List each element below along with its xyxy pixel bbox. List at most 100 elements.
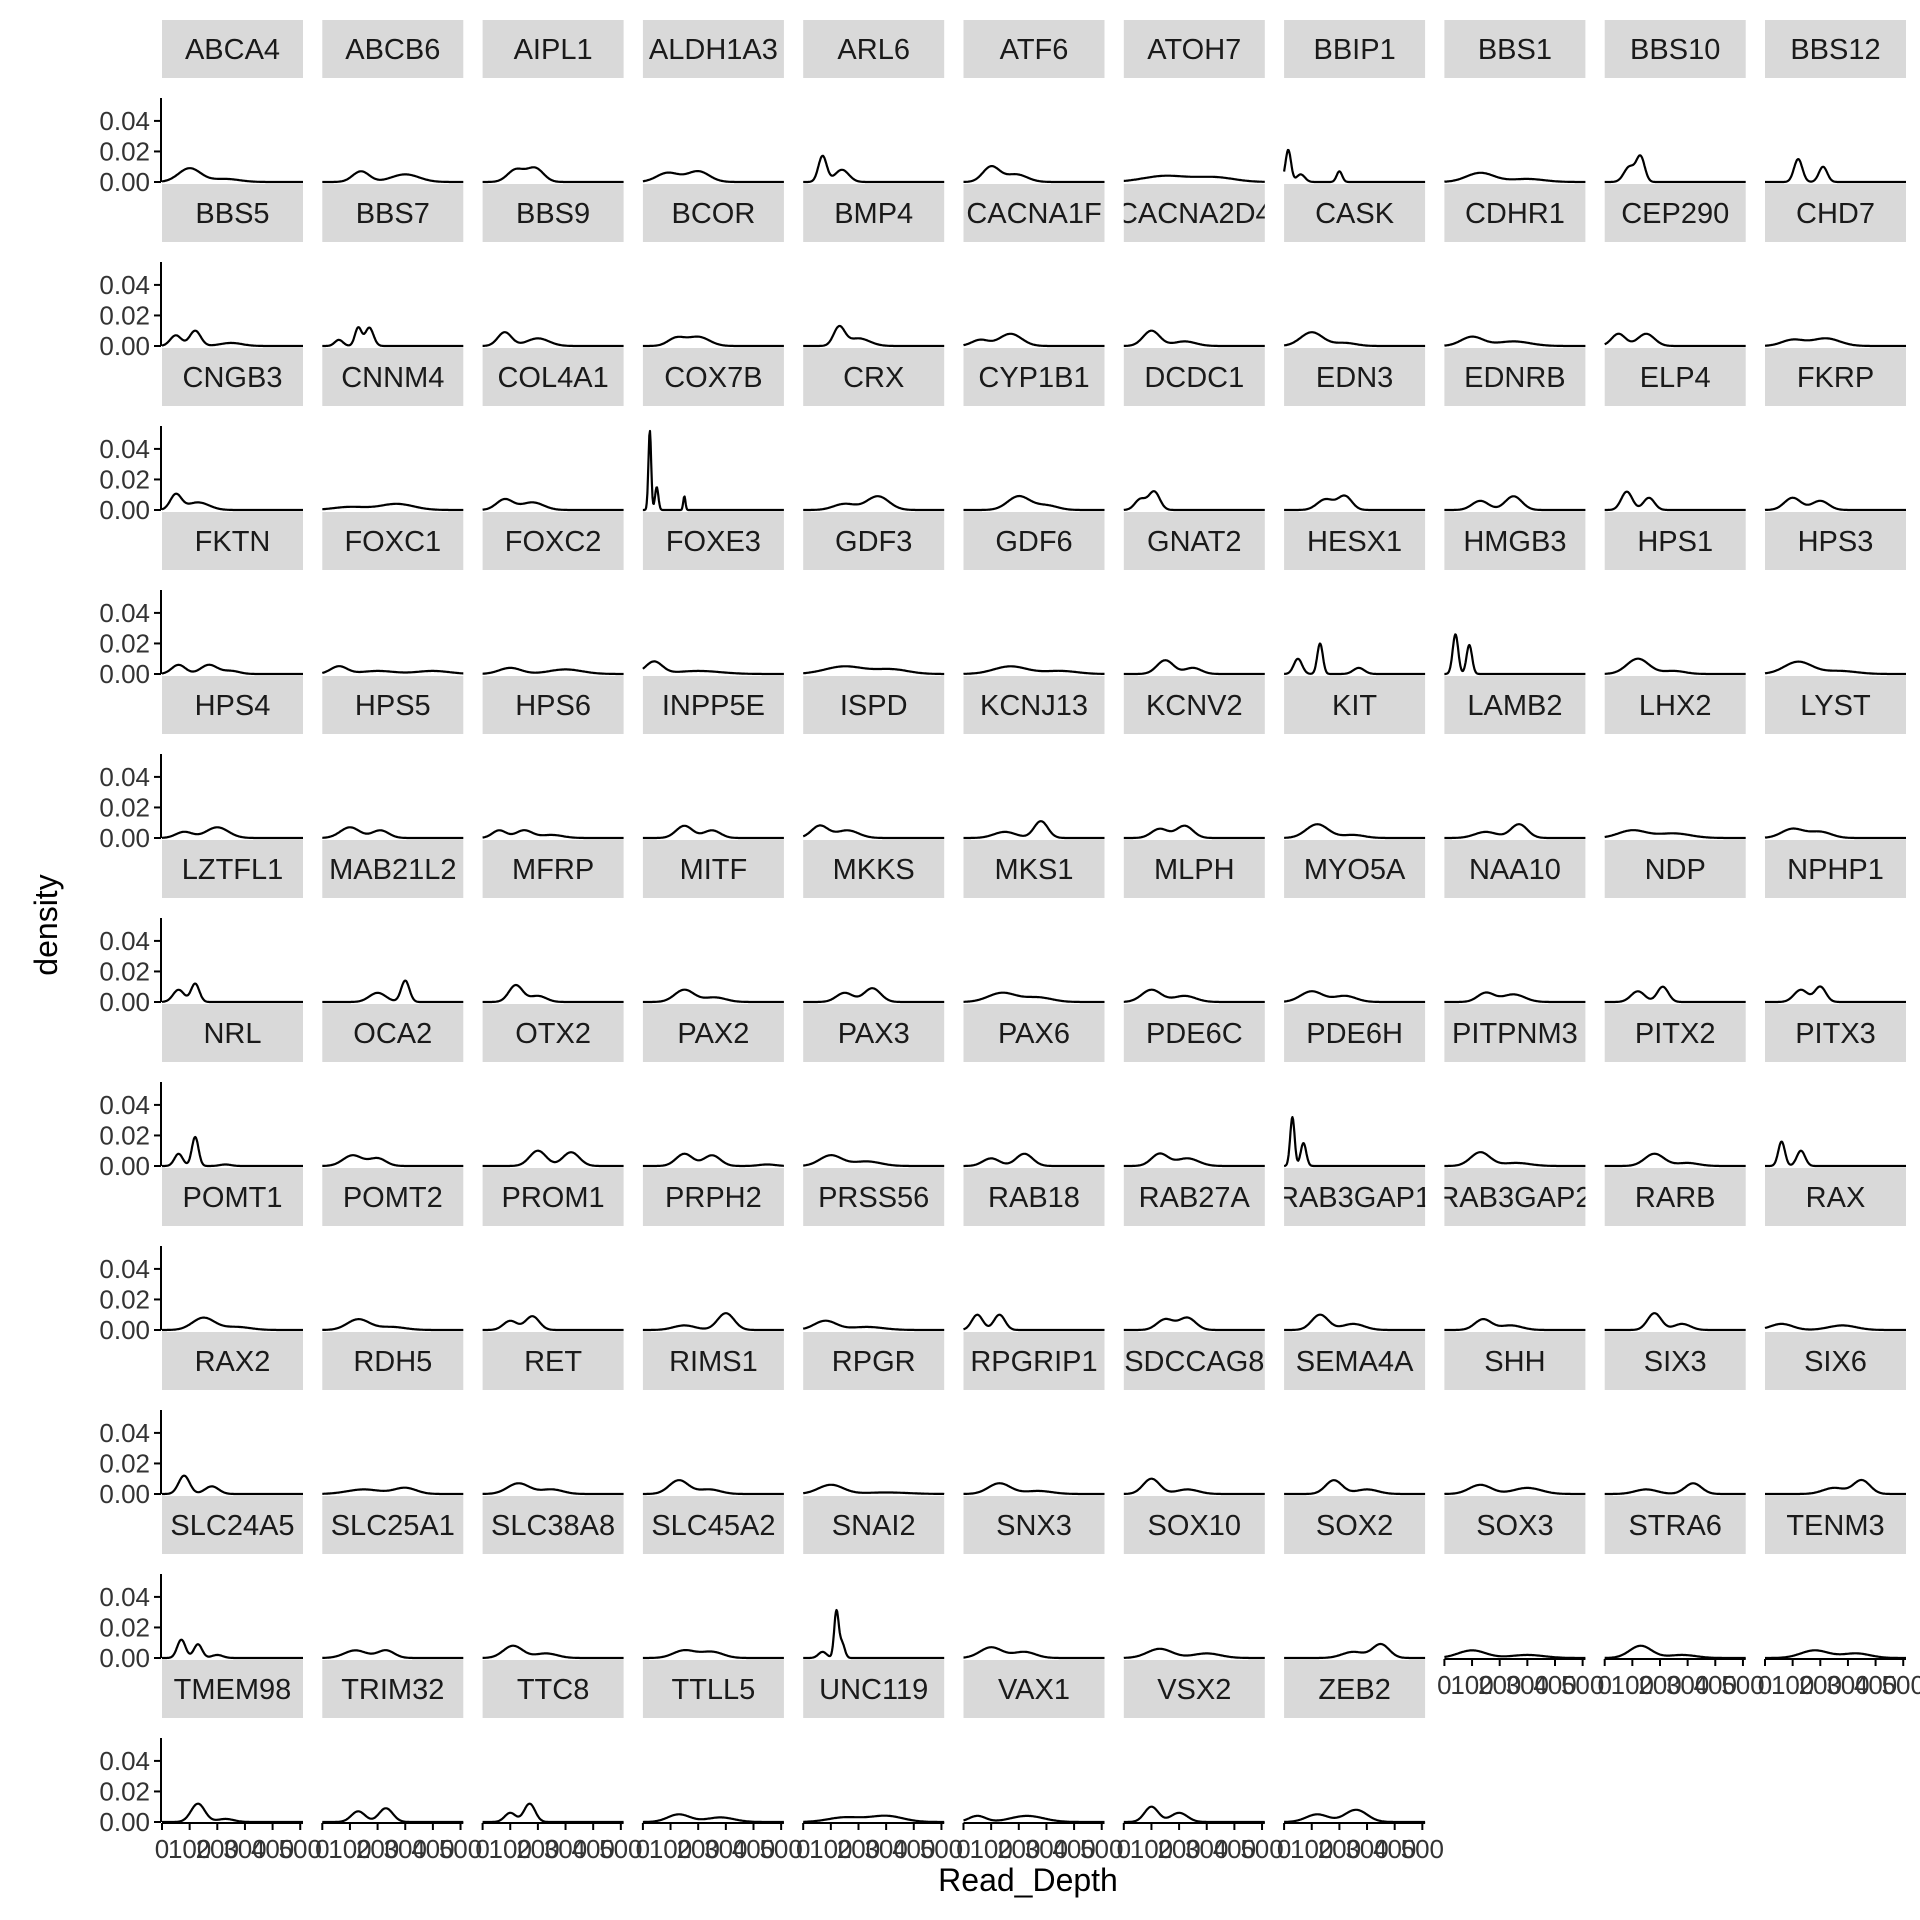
facet-label: BBS5 xyxy=(195,198,269,230)
facet-label: BBS12 xyxy=(1790,34,1880,66)
facet-strip xyxy=(803,1496,945,1554)
facet-strip xyxy=(642,676,784,734)
density-line xyxy=(1764,985,1907,1004)
facet-strip xyxy=(1284,1660,1426,1718)
facet-panel: LYST xyxy=(1764,676,1907,840)
y-tick-label: 0.02 xyxy=(99,136,150,166)
density-line xyxy=(161,1474,304,1496)
facet-strip xyxy=(1123,1496,1265,1554)
density-line xyxy=(962,991,1106,1004)
facet-strip xyxy=(1123,184,1265,242)
x-tick-label: 0 xyxy=(636,1834,650,1864)
x-tick-label: 100 xyxy=(1450,1670,1493,1700)
facet-panel: BBS12 xyxy=(1764,20,1907,184)
density-line xyxy=(1283,990,1426,1004)
facet-panel: HESX1 xyxy=(1283,512,1426,676)
facet-label: PAX2 xyxy=(677,1018,749,1050)
density-line xyxy=(161,329,304,348)
y-tick-label: 0.02 xyxy=(99,628,150,658)
x-tick-label: 0 xyxy=(796,1834,810,1864)
y-tick-label: 0.04 xyxy=(99,434,150,464)
facet-panel: SOX10 xyxy=(1123,1496,1266,1660)
facet-strip xyxy=(162,1004,303,1062)
facet-label: PAX6 xyxy=(998,1018,1070,1050)
facet-strip xyxy=(162,348,303,406)
y-tick-label: 0.00 xyxy=(99,495,150,525)
facet-label: COX7B xyxy=(664,362,762,394)
facet-label: MFRP xyxy=(512,854,594,886)
facet-strip xyxy=(963,20,1105,78)
x-tick-label: 500 xyxy=(439,1834,482,1864)
facet-panel: CACNA1F xyxy=(962,184,1106,348)
x-tick-label: 100 xyxy=(328,1834,371,1864)
facet-label: RET xyxy=(524,1346,582,1378)
facet-panel: COX7B xyxy=(642,348,785,512)
facet-panel: SDCCAG8 xyxy=(1123,1332,1266,1496)
density-line xyxy=(802,495,945,512)
facet-label: GNAT2 xyxy=(1147,526,1242,558)
density-line xyxy=(482,666,625,676)
facet-label: ZEB2 xyxy=(1318,1674,1391,1706)
facet-label: PITX2 xyxy=(1635,1018,1716,1050)
facet-panel: RDH5 xyxy=(321,1332,464,1496)
facet-strip xyxy=(1604,840,1746,898)
facet-panel: MFRP xyxy=(482,840,625,1004)
density-line xyxy=(802,154,945,184)
facet-panel: FKRP xyxy=(1764,348,1907,512)
x-tick-label: 100 xyxy=(649,1834,692,1864)
facet-strip xyxy=(1123,1168,1265,1226)
density-line xyxy=(321,1486,464,1496)
x-tick-label: 200 xyxy=(1478,1670,1521,1700)
density-line xyxy=(161,663,304,676)
density-line xyxy=(1764,158,1907,184)
facet-panel: BBS9 xyxy=(482,184,625,348)
facet-panel: RAB3GAP1 xyxy=(1283,1168,1426,1332)
facet-panel: INPP5E xyxy=(642,676,785,840)
facet-label: PDE6H xyxy=(1306,1018,1403,1050)
facet-label: BBS10 xyxy=(1630,34,1720,66)
facet-panel: PDE6H xyxy=(1283,1004,1426,1168)
density-line xyxy=(642,1312,785,1332)
y-tick-label: 0.00 xyxy=(99,823,150,853)
x-axis-title: Read_Depth xyxy=(938,1862,1118,1898)
facet-strip xyxy=(322,20,464,78)
facet-label: UNC119 xyxy=(819,1674,928,1706)
facet-strip xyxy=(963,840,1105,898)
facet-strip xyxy=(642,348,784,406)
x-tick-label: 200 xyxy=(837,1834,880,1864)
x-tick-label: 300 xyxy=(1666,1670,1709,1700)
y-tick-label: 0.02 xyxy=(99,464,150,494)
facet-strip xyxy=(1284,1496,1426,1554)
facet-strip xyxy=(963,1332,1105,1390)
y-tick-label: 0.04 xyxy=(99,270,150,300)
facet-strip xyxy=(642,20,784,78)
x-tick-label: 300 xyxy=(1025,1834,1068,1864)
facet-strip xyxy=(162,840,303,898)
y-tick-label: 0.00 xyxy=(99,167,150,197)
x-tick-label: 200 xyxy=(676,1834,719,1864)
facet-panel: ABCA4 0.000.020.04 xyxy=(99,20,304,197)
facet-panel: SIX6 xyxy=(1764,1332,1907,1496)
density-line xyxy=(161,826,304,840)
facet-panel: ALDH1A3 xyxy=(642,20,785,184)
facet-strip xyxy=(162,676,303,734)
density-line xyxy=(1283,331,1426,348)
facet-strip xyxy=(1604,1332,1746,1390)
density-line xyxy=(1123,824,1266,840)
facet-label: HPS6 xyxy=(515,690,591,722)
facet-label: HESX1 xyxy=(1307,526,1402,558)
density-line xyxy=(161,1802,304,1824)
x-tick-label: 300 xyxy=(223,1834,266,1864)
facet-strip xyxy=(963,512,1105,570)
facet-panel: MAB21L2 xyxy=(321,840,464,1004)
facet-panel: LAMB2 xyxy=(1443,676,1586,840)
facet-label: ISPD xyxy=(840,690,908,722)
facet-label: STRA6 xyxy=(1628,1510,1721,1542)
density-line xyxy=(321,1317,464,1332)
facet-label: TTLL5 xyxy=(671,1674,755,1706)
y-tick-label: 0.00 xyxy=(99,1643,150,1673)
density-line xyxy=(1604,1482,1747,1496)
facet-panel: RAX xyxy=(1764,1168,1907,1332)
